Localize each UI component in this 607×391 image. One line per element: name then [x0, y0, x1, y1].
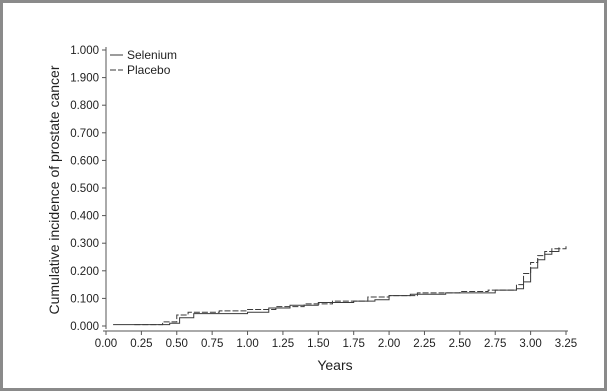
x-tick-label: 1.00	[236, 338, 258, 350]
y-axis-ticks: 0.000 0.100 0.200 0.300 0.400 0.500 0.600 0.700…	[70, 45, 106, 333]
y-tick-label: 1.000	[70, 45, 99, 57]
chart-axes	[103, 47, 568, 332]
y-tick-label: 0.300	[70, 238, 99, 250]
series-line-placebo	[134, 245, 567, 326]
x-tick-label: 1.25	[272, 338, 294, 350]
x-tick-label: 3.00	[519, 338, 541, 350]
y-tick-label: 0.000	[70, 321, 99, 333]
chart-series	[113, 245, 567, 326]
x-axis-ticks: 0.00 0.25 0.50 0.75 1.00 1.25 1.50 1.75 2.00 2.25…	[95, 331, 577, 350]
x-tick-label: 2.50	[449, 338, 471, 350]
y-axis-title: Cumulative incidence of prostate cancer	[46, 65, 62, 314]
y-tick-label: 0.800	[70, 100, 99, 112]
y-tick-label: 0.200	[70, 266, 99, 278]
x-tick-label: 0.50	[166, 338, 188, 350]
x-tick-label: 1.50	[307, 338, 329, 350]
legend-label-selenium: Selenium	[127, 48, 177, 62]
x-tick-label: 2.75	[484, 338, 506, 350]
x-tick-label: 3.25	[555, 338, 577, 350]
x-tick-label: 1.75	[342, 338, 364, 350]
y-tick-label: 0.700	[70, 128, 99, 140]
y-tick-label: 0.500	[70, 183, 99, 195]
x-tick-label: 0.75	[201, 338, 223, 350]
x-tick-label: 2.25	[413, 338, 435, 350]
legend-label-placebo: Placebo	[127, 63, 171, 77]
series-line-selenium	[113, 247, 560, 326]
y-tick-label: 0.400	[70, 211, 99, 223]
x-axis-title: Years	[317, 357, 352, 373]
x-tick-label: 0.00	[95, 338, 117, 350]
y-tick-label: 1.900	[70, 73, 99, 85]
y-tick-label: 0.600	[70, 155, 99, 167]
y-tick-label: 0.100	[70, 293, 99, 305]
x-tick-label: 0.25	[130, 338, 152, 350]
x-tick-label: 2.00	[378, 338, 400, 350]
